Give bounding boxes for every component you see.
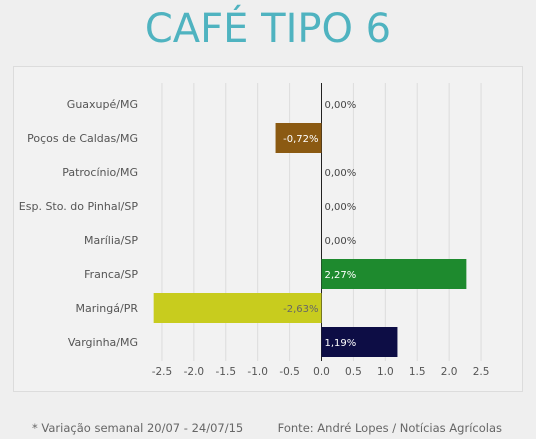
value-label: -0,72% [283, 134, 318, 145]
value-label: 0,00% [325, 100, 357, 111]
x-tick-label: 1.0 [377, 366, 394, 378]
bar [275, 123, 322, 153]
x-tick-label: 0.0 [313, 366, 330, 378]
category-label: Patrocínio/MG [62, 166, 138, 179]
x-tick-label: -1.0 [247, 366, 268, 378]
footnote: * Variação semanal 20/07 - 24/07/15 [32, 421, 244, 435]
x-tick-label: 1.5 [409, 366, 426, 378]
x-tick-label: 2.0 [441, 366, 458, 378]
category-label: Poços de Caldas/MG [27, 132, 138, 145]
value-label: 0,00% [325, 168, 357, 179]
x-tick-label: -2.0 [184, 366, 205, 378]
value-label: 0,00% [325, 202, 357, 213]
bar [153, 293, 322, 323]
category-label: Franca/SP [84, 268, 138, 281]
value-label: 1,19% [325, 338, 357, 349]
x-tick-label: 0.5 [345, 366, 362, 378]
source-credit: Fonte: André Lopes / Notícias Agrícolas [277, 421, 502, 435]
category-label: Maringá/PR [76, 302, 139, 315]
chart-frame [13, 66, 523, 392]
category-label: Marília/SP [84, 234, 138, 247]
value-label: -2,63% [283, 304, 318, 315]
bar [321, 259, 467, 289]
category-label: Guaxupé/MG [67, 98, 138, 111]
value-label: 2,27% [325, 270, 357, 281]
category-label: Esp. Sto. do Pinhal/SP [19, 200, 139, 213]
x-tick-label: -2.5 [152, 366, 173, 378]
x-tick-label: 2.5 [473, 366, 490, 378]
bar [321, 327, 398, 357]
value-label: 0,00% [325, 236, 357, 247]
chart-title: CAFÉ TIPO 6 [144, 6, 392, 52]
category-label: Varginha/MG [68, 336, 138, 349]
x-tick-label: -1.5 [216, 366, 237, 378]
x-tick-label: -0.5 [279, 366, 300, 378]
